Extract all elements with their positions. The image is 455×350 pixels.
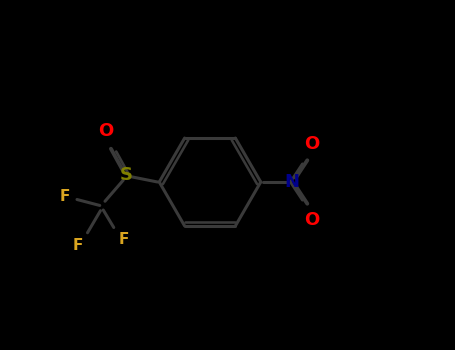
- Text: F: F: [60, 189, 70, 204]
- Text: S: S: [120, 166, 132, 184]
- Text: N: N: [285, 173, 300, 191]
- Text: F: F: [72, 238, 83, 253]
- Text: O: O: [304, 211, 320, 229]
- Text: F: F: [118, 232, 129, 246]
- Text: O: O: [304, 135, 320, 153]
- Text: O: O: [98, 122, 114, 140]
